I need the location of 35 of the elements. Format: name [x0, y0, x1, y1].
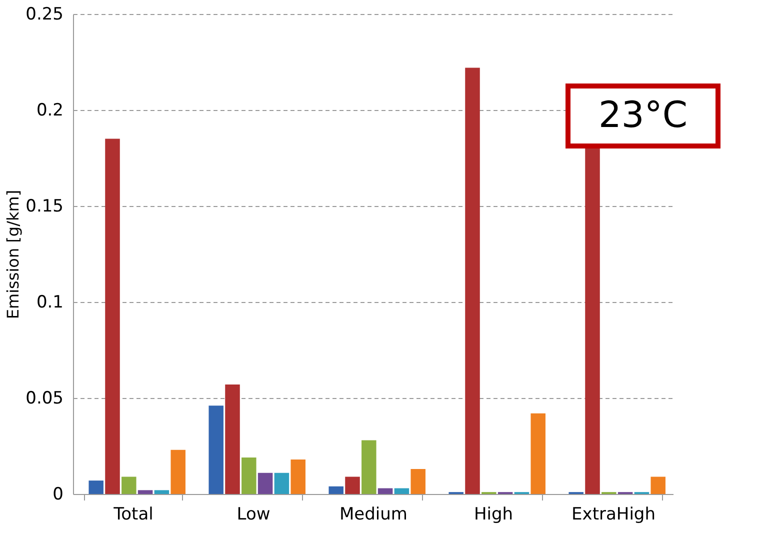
x-tick-label: High — [474, 504, 514, 524]
annotation: 23°C — [598, 95, 688, 136]
bar — [585, 148, 600, 494]
bar — [225, 384, 240, 494]
bar — [154, 490, 170, 494]
bar — [530, 413, 546, 494]
bar — [274, 472, 290, 494]
bar — [122, 476, 136, 494]
bar — [328, 486, 344, 494]
bar — [105, 138, 120, 494]
bar — [378, 488, 393, 494]
bar — [258, 472, 273, 494]
x-tick-label: Medium — [340, 504, 408, 524]
y-tick-label: 0.1 — [36, 292, 64, 312]
bar — [208, 406, 224, 494]
y-axis-title: Emission [g/km] — [4, 190, 23, 320]
bar — [290, 459, 306, 494]
bar — [242, 458, 256, 494]
bar — [345, 476, 360, 494]
bar — [650, 476, 666, 494]
x-tick-label: Total — [112, 504, 154, 524]
x-tick-label: ExtraHigh — [572, 504, 656, 524]
y-tick-label: 0.25 — [26, 4, 64, 24]
y-tick-label: 0.05 — [26, 388, 64, 408]
y-tick-label: 0.2 — [36, 100, 64, 120]
y-tick-label: 0 — [52, 484, 64, 504]
bar — [410, 469, 426, 494]
bar — [394, 488, 410, 494]
x-tick-label: Low — [236, 504, 270, 524]
bar — [170, 450, 186, 494]
bar — [138, 490, 153, 494]
y-tick-label: 0.15 — [26, 196, 64, 216]
bar — [88, 480, 104, 494]
bar — [465, 68, 480, 494]
bar — [362, 440, 376, 494]
